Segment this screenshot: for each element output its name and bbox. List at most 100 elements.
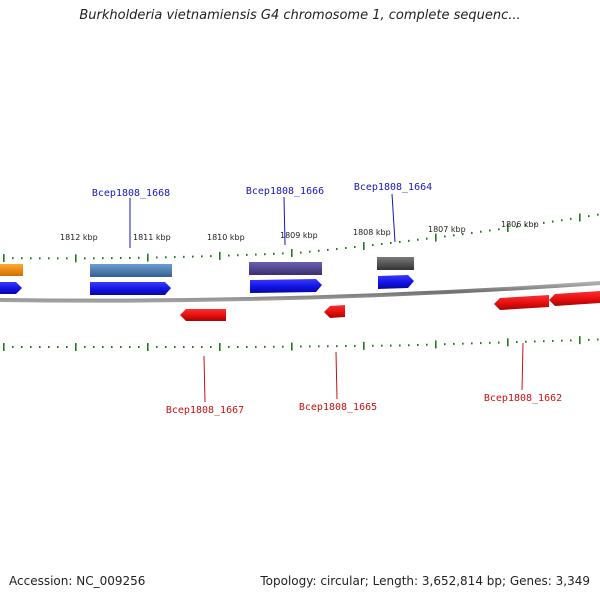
minor-tick [30,346,32,348]
feature-bar-purple[interactable] [249,262,322,275]
minor-tick [498,228,500,231]
scale-label-1806: 1806 kbp [501,220,539,229]
minor-tick [210,255,212,258]
minor-tick [372,344,374,347]
minor-tick [30,257,32,260]
label-leader-line [335,351,338,400]
minor-tick [246,346,248,348]
minor-tick [399,240,401,243]
minor-tick [327,345,329,348]
feature-bar-orange[interactable] [0,264,23,276]
minor-tick [489,341,491,344]
minor-tick [165,346,167,348]
minor-tick [93,346,95,348]
minor-tick [444,235,446,238]
topology-text: Topology: circular; Length: 3,652,814 bp… [260,574,590,588]
major-tick [363,341,365,350]
chromosome-backbone [0,281,600,303]
forward-gene-arrow[interactable] [378,275,414,289]
feature-bar-gray[interactable] [377,257,414,270]
forward-gene-arrow[interactable] [90,282,171,295]
minor-tick [399,344,401,347]
major-tick [147,253,149,262]
minor-tick [462,342,464,345]
accession-text: Accession: NC_009256 [9,574,146,588]
minor-tick [57,257,59,260]
minor-tick [183,346,185,348]
minor-tick [12,346,14,348]
minor-tick [381,243,383,246]
minor-tick [597,338,599,341]
minor-tick [255,345,257,348]
major-tick [507,224,509,233]
minor-tick [318,249,320,252]
minor-tick [597,213,599,216]
minor-tick [426,237,428,240]
minor-tick [111,346,113,348]
minor-tick [84,346,86,348]
major-tick [219,251,221,260]
feature-bar-steelblue[interactable] [90,264,172,277]
minor-tick [111,257,113,260]
major-tick [579,213,581,222]
gene-label-bcep1808-1666[interactable]: Bcep1808_1666 [246,186,324,197]
minor-tick [39,346,41,348]
reverse-gene-arrow[interactable] [180,309,226,321]
minor-tick [66,257,68,260]
major-tick [147,343,149,351]
gene-label-bcep1808-1662[interactable]: Bcep1808_1662 [484,393,562,404]
forward-gene-arrow[interactable] [0,282,22,294]
scale-label-1812: 1812 kbp [60,233,98,242]
reverse-gene-arrow[interactable] [549,291,600,306]
minor-tick [156,346,158,348]
minor-tick [426,343,428,346]
scale-label-1809: 1809 kbp [280,231,318,240]
minor-tick [588,215,590,218]
minor-tick [561,219,563,222]
label-leader-line [391,193,396,243]
minor-tick [417,343,419,346]
minor-tick [183,255,185,258]
minor-tick [345,246,347,249]
minor-tick [237,346,239,348]
minor-tick [192,346,194,348]
major-tick [435,340,437,349]
minor-tick [588,338,590,341]
minor-tick [354,246,356,249]
minor-tick [138,256,140,259]
minor-tick [210,346,212,348]
minor-tick [327,248,329,251]
gene-label-bcep1808-1668[interactable]: Bcep1808_1668 [92,188,170,199]
minor-tick [246,253,248,256]
minor-tick [516,225,518,228]
forward-gene-arrow[interactable] [250,279,322,293]
minor-tick [543,340,545,343]
major-tick [3,343,5,351]
reverse-gene-arrow[interactable] [494,295,549,310]
minor-tick [453,342,455,345]
minor-tick [453,234,455,237]
minor-tick [228,346,230,348]
minor-tick [120,346,122,348]
minor-tick [462,233,464,236]
minor-tick [273,345,275,348]
minor-tick [201,255,203,258]
major-tick [219,343,221,351]
gene-label-bcep1808-1667[interactable]: Bcep1808_1667 [166,405,244,416]
scale-label-1810: 1810 kbp [207,233,245,242]
minor-tick [93,257,95,260]
reverse-gene-arrow[interactable] [324,305,345,318]
minor-tick [471,342,473,345]
gene-label-bcep1808-1665[interactable]: Bcep1808_1665 [299,402,377,413]
scale-label-1811: 1811 kbp [133,233,171,242]
minor-tick [39,257,41,260]
gene-label-bcep1808-1664[interactable]: Bcep1808_1664 [354,182,432,193]
minor-tick [174,346,176,348]
minor-tick [408,344,410,347]
major-tick [3,254,5,263]
minor-tick [66,346,68,348]
minor-tick [255,253,257,256]
outer-tick-row [3,213,599,263]
minor-tick [471,231,473,234]
minor-tick [282,345,284,348]
